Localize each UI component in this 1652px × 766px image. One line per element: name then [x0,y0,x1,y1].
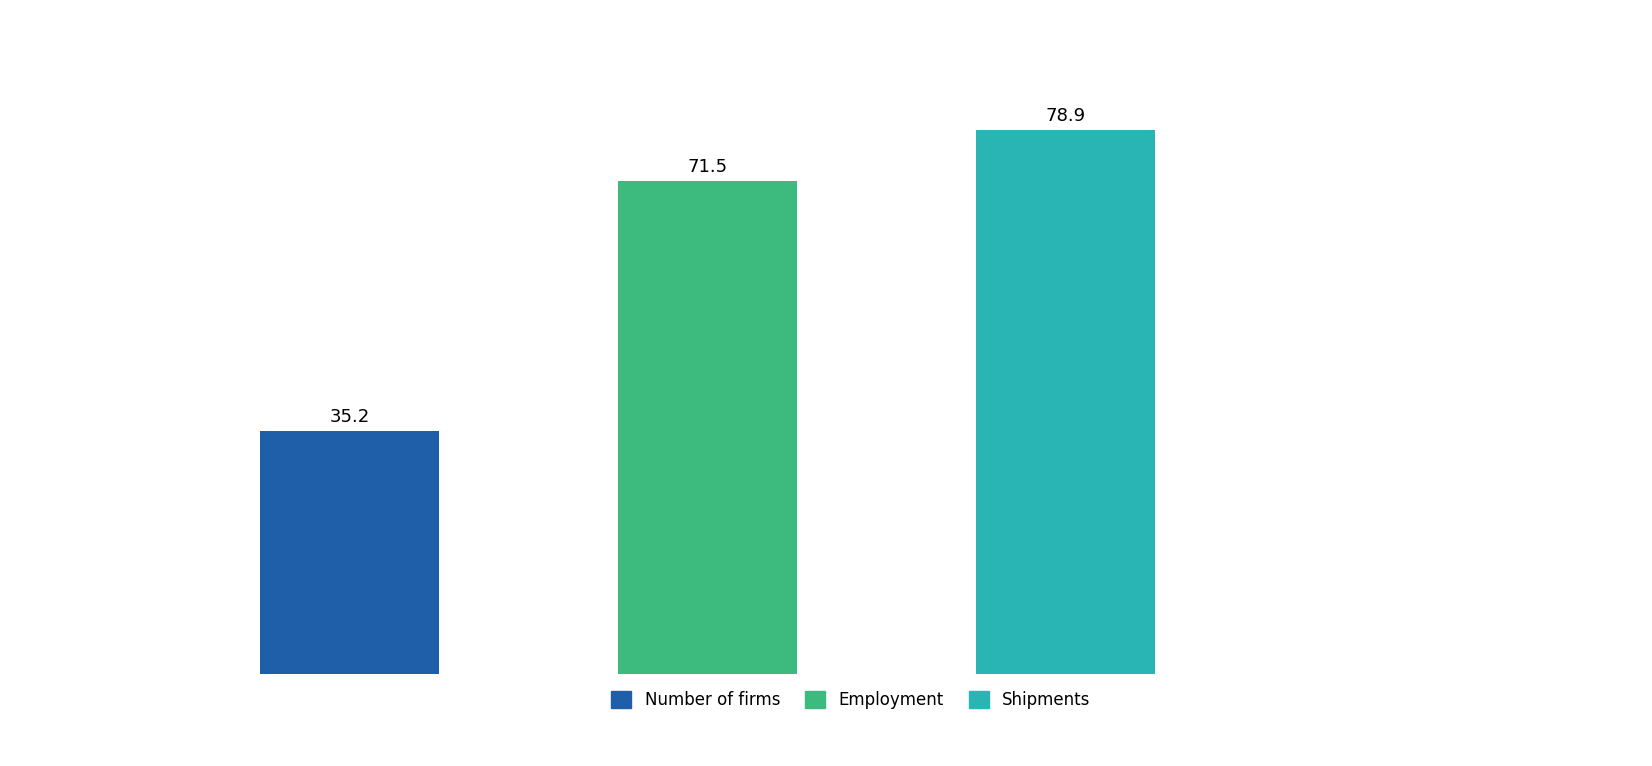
Bar [259,431,439,674]
Bar [618,181,798,674]
Legend: Number of firms, Employment, Shipments: Number of firms, Employment, Shipments [605,684,1097,715]
Text: 71.5: 71.5 [687,158,727,175]
Bar [976,130,1155,674]
Text: 35.2: 35.2 [329,408,370,426]
Text: 78.9: 78.9 [1046,106,1085,125]
